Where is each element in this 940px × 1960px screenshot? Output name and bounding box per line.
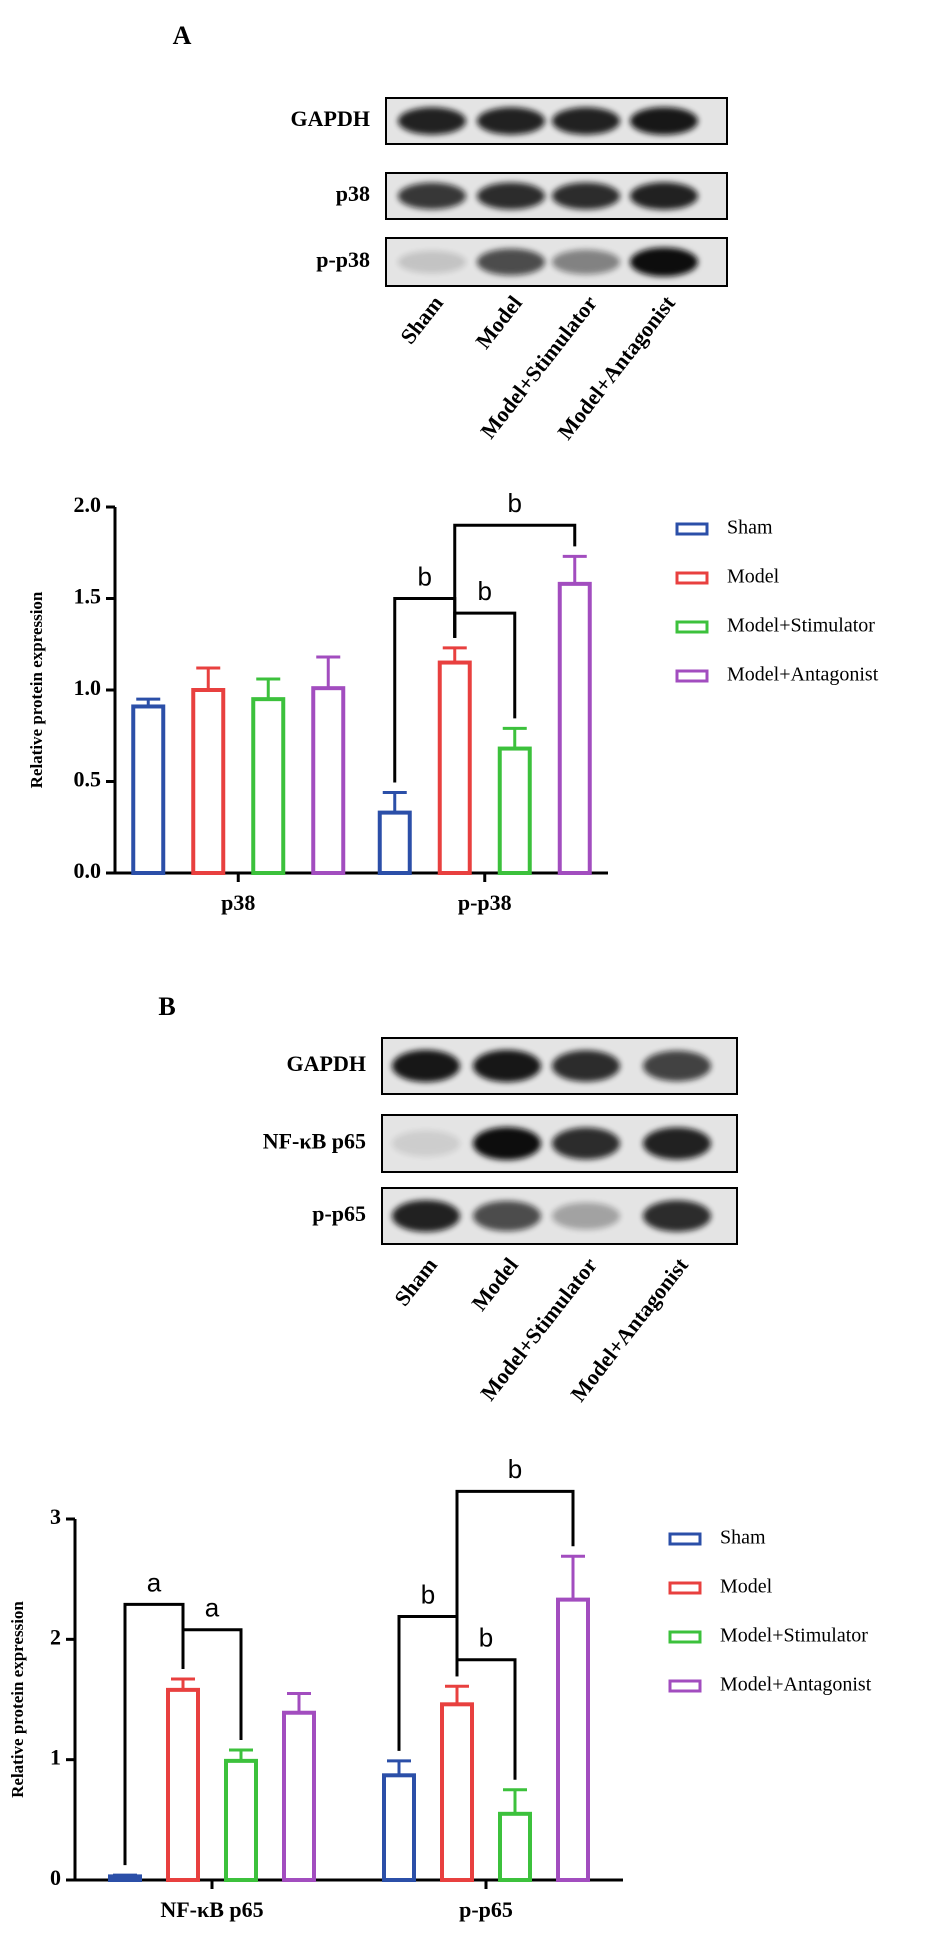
blot-band xyxy=(630,247,698,277)
legend-label: Model+Stimulator xyxy=(727,615,875,637)
y-tick-label: 3 xyxy=(50,1504,61,1529)
blot-row-label: p38 xyxy=(336,181,370,206)
blot-band xyxy=(552,182,620,210)
bar xyxy=(437,660,472,875)
bar xyxy=(311,686,346,875)
lane-label: Model xyxy=(470,291,527,354)
y-tick-label: 0.5 xyxy=(74,767,102,792)
bar xyxy=(191,688,226,875)
bar xyxy=(282,1710,316,1883)
x-tick-label: p-p65 xyxy=(459,1897,513,1922)
significance-label: b xyxy=(508,488,522,518)
blot-row-label: GAPDH xyxy=(291,106,370,131)
panel-label: B xyxy=(158,992,175,1021)
significance-bracket xyxy=(455,1489,575,1677)
significance-bracket xyxy=(453,611,517,719)
y-tick-label: 1.0 xyxy=(74,675,102,700)
y-tick-label: 2.0 xyxy=(74,492,102,517)
blot-band xyxy=(630,182,698,210)
legend-swatch xyxy=(668,1581,702,1595)
bar xyxy=(108,1874,142,1883)
blot-band xyxy=(552,1050,620,1082)
bar xyxy=(166,1687,200,1882)
blot-band xyxy=(392,1200,460,1232)
bar xyxy=(440,1702,474,1883)
y-tick-label: 0.0 xyxy=(74,858,102,883)
blot-band xyxy=(473,1049,541,1083)
legend-swatch xyxy=(675,620,709,634)
panel-label: A xyxy=(173,21,192,50)
blot-band xyxy=(552,107,620,135)
bar xyxy=(498,1811,532,1882)
legend-label: Model+Antagonist xyxy=(727,664,879,686)
significance-label: b xyxy=(478,576,492,606)
blot-band xyxy=(477,107,545,135)
blot-band xyxy=(552,249,620,275)
significance-label: a xyxy=(205,1593,220,1623)
blot-row-label: p-p65 xyxy=(312,1201,366,1226)
bar xyxy=(556,1597,590,1882)
significance-bracket xyxy=(181,1628,243,1741)
bar xyxy=(224,1758,258,1882)
legend-swatch xyxy=(668,1532,702,1546)
bar xyxy=(251,697,286,876)
blot-row-label: p-p38 xyxy=(316,247,370,272)
significance-label: b xyxy=(508,1454,522,1484)
significance-label: b xyxy=(421,1579,435,1609)
legend-swatch xyxy=(675,522,709,536)
blot-band xyxy=(552,1127,620,1160)
blot-band xyxy=(398,250,466,274)
y-tick-label: 1 xyxy=(50,1745,61,1770)
legend-swatch xyxy=(668,1679,702,1693)
blot-band xyxy=(392,1049,460,1083)
lane-label: Sham xyxy=(395,291,448,349)
blot-band xyxy=(643,1127,711,1160)
bar xyxy=(497,746,532,875)
legend-swatch xyxy=(675,669,709,683)
legend-label: Model xyxy=(727,566,780,588)
blot-band xyxy=(643,1050,711,1082)
legend-label: Sham xyxy=(720,1527,766,1549)
bar xyxy=(377,810,412,875)
legend-swatch xyxy=(668,1630,702,1644)
blot-band xyxy=(392,1130,460,1157)
bar xyxy=(557,581,592,875)
blot-band xyxy=(643,1200,711,1232)
blot-band xyxy=(477,248,545,276)
blot-band xyxy=(398,182,466,210)
x-tick-label: p38 xyxy=(221,890,255,915)
y-axis-label: Relative protein expression xyxy=(27,591,46,788)
blot-row-label: GAPDH xyxy=(287,1051,366,1076)
y-tick-label: 1.5 xyxy=(74,584,102,609)
legend-label: Model+Stimulator xyxy=(720,1625,868,1647)
blot-band xyxy=(552,1202,620,1230)
y-tick-label: 2 xyxy=(50,1624,61,1649)
legend-swatch xyxy=(675,571,709,585)
significance-label: b xyxy=(418,561,432,591)
significance-label: a xyxy=(147,1567,162,1597)
legend-label: Model+Antagonist xyxy=(720,1674,872,1696)
blot-row-label: NF-κB p65 xyxy=(263,1129,366,1154)
blot-band xyxy=(398,107,466,135)
y-tick-label: 0 xyxy=(50,1865,61,1890)
x-tick-label: NF-κB p65 xyxy=(160,1897,263,1922)
bar xyxy=(131,704,166,875)
blot-band xyxy=(473,1200,541,1232)
legend-label: Model xyxy=(720,1576,773,1598)
blot-band xyxy=(477,182,545,210)
x-tick-label: p-p38 xyxy=(458,890,512,915)
lane-label: Sham xyxy=(389,1253,442,1311)
lane-label: Model xyxy=(466,1253,523,1316)
blot-band xyxy=(473,1126,541,1161)
blot-band xyxy=(630,107,698,135)
significance-label: b xyxy=(479,1623,493,1653)
y-axis-label: Relative protein expression xyxy=(8,1601,27,1798)
significance-bracket xyxy=(453,523,577,638)
legend-label: Sham xyxy=(727,517,773,539)
bar xyxy=(382,1773,416,1883)
